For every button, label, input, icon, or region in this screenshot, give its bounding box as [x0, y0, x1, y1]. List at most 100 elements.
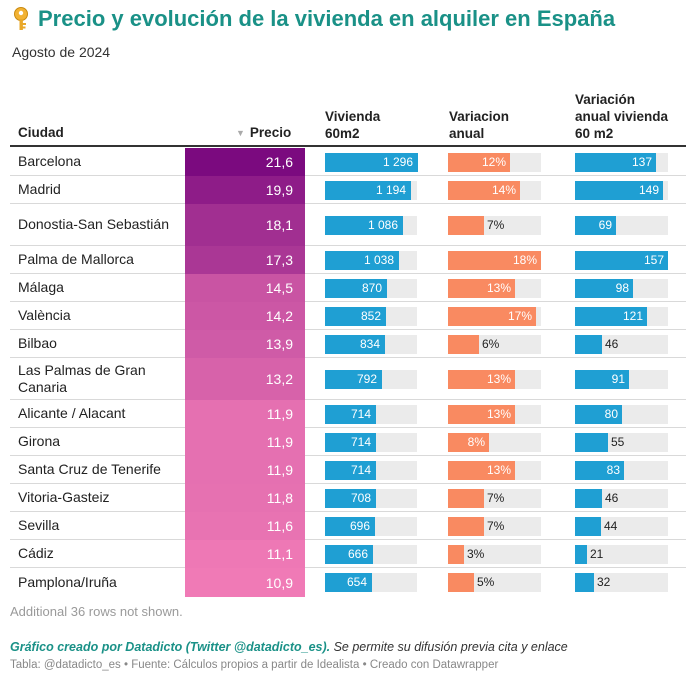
- table-row: Madrid 19,9 1 194 14% 149: [10, 176, 686, 204]
- city-name: Santa Cruz de Tenerife: [18, 461, 161, 477]
- vivienda-bar: [325, 250, 399, 270]
- city-name: Vitoria-Gasteiz: [18, 489, 110, 505]
- price-cell: 11,8: [185, 484, 305, 512]
- variacion-bar-track: 13%: [448, 278, 541, 298]
- header-divider: [10, 145, 686, 147]
- vivienda-bar-track: 654: [325, 573, 417, 592]
- vivienda-label: 714: [350, 406, 371, 421]
- variacion-vivienda-label: 121: [622, 308, 643, 323]
- column-header-variacion-vivienda-line3: 60 m2: [575, 126, 614, 141]
- variacion-bar-track: 12%: [448, 152, 541, 172]
- vivienda-label: 1 194: [375, 182, 406, 197]
- price-cell: 10,9: [185, 568, 305, 597]
- table-row: Vitoria-Gasteiz 11,8 708 7% 46: [10, 484, 686, 512]
- vivienda-bar: [325, 278, 387, 298]
- city-name: Sevilla: [18, 517, 60, 533]
- variacion-vivienda-label: 98: [615, 280, 629, 295]
- vivienda-bar: [325, 334, 385, 354]
- vivienda-label: 1 038: [363, 252, 394, 267]
- column-header-ciudad[interactable]: Ciudad: [18, 124, 64, 141]
- column-header-variacion-vivienda-line2: anual vivienda: [575, 109, 669, 124]
- variacion-vivienda-label: 149: [638, 182, 659, 197]
- variacion-vivienda-bar: [575, 152, 656, 172]
- price-cell: 11,1: [185, 540, 305, 568]
- variacion-bar-track: 17%: [448, 306, 541, 326]
- city-name: Málaga: [18, 279, 64, 295]
- vivienda-bar-track: 1 086: [325, 215, 417, 235]
- vivienda-bar: [325, 516, 375, 536]
- table-row: Palma de Mallorca 17,3 1 038 18% 157: [10, 246, 686, 274]
- variacion-vivienda-bar-track: 91: [575, 369, 668, 389]
- city-name: Bilbao: [18, 335, 57, 351]
- vivienda-label: 714: [350, 462, 371, 477]
- variacion-label: 5%: [477, 575, 495, 589]
- variacion-vivienda-bar: [575, 215, 616, 235]
- variacion-bar-track: 5%: [448, 573, 541, 592]
- variacion-vivienda-bar-track: 46: [575, 334, 668, 354]
- column-header-variacion-line1: Variacion: [449, 109, 510, 124]
- price-cell: 21,6: [185, 148, 305, 176]
- variacion-bar: [448, 460, 515, 480]
- city-name: Girona: [18, 433, 61, 449]
- vivienda-bar: [325, 369, 382, 389]
- variacion-bar: [448, 488, 484, 508]
- variacion-label: 3%: [467, 546, 485, 561]
- vivienda-bar: [325, 180, 411, 200]
- vivienda-bar: [325, 152, 418, 172]
- price-cell: 13,9: [185, 330, 305, 358]
- city-name: Palma de Mallorca: [18, 251, 134, 267]
- variacion-label: 17%: [507, 308, 532, 323]
- variacion-vivienda-label: 44: [604, 518, 618, 533]
- variacion-vivienda-bar: [575, 488, 602, 508]
- credit-license: Se permite su difusión previa cita y enl…: [330, 640, 568, 654]
- variacion-vivienda-bar: [575, 516, 601, 536]
- variacion-vivienda-bar: [575, 180, 663, 200]
- variacion-vivienda-label: 80: [604, 406, 618, 421]
- variacion-label: 7%: [487, 217, 505, 232]
- city-name: Madrid: [18, 181, 61, 197]
- table-row: Barcelona 21,6 1 296 12% 137: [10, 148, 686, 176]
- column-header-vivienda[interactable]: Vivienda 60m2: [325, 108, 380, 142]
- variacion-vivienda-bar: [575, 404, 622, 424]
- variacion-label: 13%: [486, 406, 511, 421]
- price-cell: 14,5: [185, 274, 305, 302]
- variacion-label: 6%: [482, 336, 500, 351]
- chart-title-text: Precio y evolución de la vivienda en alq…: [38, 6, 616, 31]
- variacion-label: 13%: [486, 462, 511, 477]
- variacion-vivienda-bar-track: 80: [575, 404, 668, 424]
- chart-title: Precio y evolución de la vivienda en alq…: [12, 6, 615, 32]
- column-header-variacion[interactable]: Variacion anual: [449, 108, 509, 142]
- column-header-variacion-vivienda-line1: Variación: [575, 92, 636, 107]
- vivienda-bar-track: 714: [325, 460, 417, 480]
- variacion-vivienda-label: 91: [611, 371, 625, 386]
- table-row: Girona 11,9 714 8% 55: [10, 428, 686, 456]
- vivienda-label: 714: [350, 434, 371, 449]
- variacion-bar: [448, 215, 484, 235]
- credit-line: Gráfico creado por Datadicto (Twitter @d…: [10, 640, 568, 654]
- price-cell: 13,2: [185, 358, 305, 400]
- column-header-precio[interactable]: ▼ Precio: [236, 124, 291, 142]
- city-name: Las Palmas de Gran Canaria: [18, 361, 146, 395]
- vivienda-bar-track: 696: [325, 516, 417, 536]
- city-name: València: [18, 307, 71, 323]
- variacion-bar-track: 8%: [448, 432, 541, 452]
- vivienda-bar: [325, 488, 376, 508]
- variacion-bar-track: 14%: [448, 180, 541, 200]
- variacion-bar: [448, 573, 474, 592]
- variacion-bar: [448, 250, 541, 270]
- variacion-vivienda-label: 46: [605, 336, 619, 351]
- credit-author: Gráfico creado por Datadicto (Twitter @d…: [10, 640, 331, 654]
- variacion-bar: [448, 432, 489, 452]
- variacion-label: 13%: [486, 280, 511, 295]
- vivienda-bar-track: 666: [325, 544, 417, 564]
- column-header-variacion-vivienda[interactable]: Variación anual vivienda 60 m2: [575, 91, 668, 142]
- variacion-bar: [448, 404, 515, 424]
- variacion-vivienda-bar: [575, 432, 608, 452]
- sort-descending-icon: ▼: [236, 128, 245, 138]
- variacion-bar-track: 13%: [448, 404, 541, 424]
- variacion-vivienda-bar-track: 98: [575, 278, 668, 298]
- data-table: Barcelona 21,6 1 296 12% 137 Madrid 19,9 1 194 1…: [10, 148, 686, 597]
- variacion-vivienda-bar: [575, 306, 647, 326]
- price-cell: 17,3: [185, 246, 305, 274]
- variacion-label: 8%: [467, 434, 485, 449]
